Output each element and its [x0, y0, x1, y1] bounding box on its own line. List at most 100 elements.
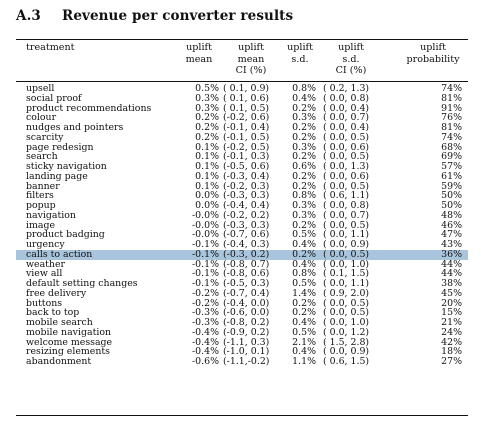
uplift-sd-cell: 0.5% [292, 278, 316, 289]
table-row: buttons -0.2% (-0.4, 0.0) 0.2% ( 0.0, 0.5) 20… [16, 297, 468, 309]
uplift-probability-cell: 81% [441, 92, 462, 104]
uplift-probability-cell: 20% [441, 297, 462, 309]
uplift-mean-cell: 0.2% [195, 112, 219, 124]
uplift-probability-cell: 57% [441, 161, 462, 172]
uplift-probability-cell: 43% [441, 239, 462, 250]
uplift-mean-cell: -0.1% [192, 239, 219, 250]
uplift-sd-cell: 0.2% [292, 151, 316, 163]
table-row: upsell 0.5% ( 0.1, 0.9) 0.8% ( 0.2, 1.3) 74% [16, 84, 468, 94]
uplift-sd-ci-cell: ( 0.0, 0.9) [323, 239, 370, 250]
uplift-mean-cell: 0.1% [195, 161, 219, 172]
uplift-sd-ci-cell: ( 0.0, 1.0) [323, 258, 370, 270]
table-row-highlighted: calls to action -0.1% (-0.3, 0.2) 0.2% ( 0.0… [16, 248, 468, 260]
header-uplift-mean: uplift mean [185, 42, 213, 65]
uplift-mean-cell: -0.0% [192, 209, 219, 221]
uplift-mean-ci-cell: (-0.2, 0.5) [223, 141, 270, 153]
uplift-sd-ci-cell: ( 0.0, 1.3) [323, 161, 370, 172]
uplift-sd-cell: 0.8% [292, 190, 316, 202]
uplift-mean-ci-cell: ( 0.1, 0.5) [223, 102, 270, 114]
treatment-cell: product badging [26, 229, 105, 241]
table-row: abandonment -0.6% (-1.1,-0.2) 1.1% ( 0.6, 1.… [16, 357, 468, 367]
treatment-cell: social proof [26, 92, 82, 104]
uplift-mean-ci-cell: (-0.8, 0.2) [223, 317, 270, 328]
uplift-mean-ci-cell: (-0.7, 0.4) [223, 287, 270, 299]
uplift-sd-ci-cell: ( 0.1, 1.5) [323, 268, 370, 280]
table-header: treatment uplift mean uplift mean CI (%)… [16, 42, 468, 80]
table-row: banner 0.1% (-0.2, 0.3) 0.2% ( 0.0, 0.5) 59% [16, 180, 468, 192]
uplift-sd-ci-cell: ( 0.0, 1.2) [323, 326, 370, 338]
uplift-sd-cell: 0.2% [292, 307, 316, 319]
uplift-mean-ci-cell: (-1.1, 0.3) [223, 336, 270, 348]
treatment-cell: nudges and pointers [26, 122, 124, 133]
uplift-sd-cell: 0.2% [292, 131, 316, 143]
uplift-sd-cell: 0.2% [292, 170, 316, 182]
treatment-cell: search [26, 151, 58, 163]
uplift-sd-ci-cell: ( 0.0, 0.8) [323, 92, 370, 104]
table-row: product recommendations 0.3% ( 0.1, 0.5) 0.… [16, 102, 468, 114]
uplift-sd-cell: 1.4% [292, 287, 316, 299]
uplift-probability-cell: 50% [441, 200, 462, 211]
treatment-cell: landing page [26, 170, 88, 182]
uplift-sd-ci-cell: ( 0.0, 0.5) [323, 151, 370, 163]
uplift-mean-ci-cell: (-0.5, 0.6) [223, 161, 270, 172]
uplift-mean-ci-cell: ( 0.1, 0.6) [223, 92, 270, 104]
uplift-probability-cell: 74% [441, 131, 462, 143]
uplift-mean-ci-cell: (-0.8, 0.6) [223, 268, 270, 280]
treatment-cell: navigation [26, 209, 76, 221]
uplift-mean-cell: 0.5% [195, 83, 219, 94]
treatment-cell: free delivery [26, 287, 87, 299]
treatment-cell: filters [26, 190, 54, 202]
uplift-sd-ci-cell: ( 0.2, 1.3) [323, 83, 370, 94]
uplift-mean-cell: -0.1% [192, 258, 219, 270]
table-top-rule [16, 39, 468, 41]
uplift-mean-cell: 0.0% [195, 200, 219, 211]
uplift-probability-cell: 27% [441, 356, 462, 367]
uplift-probability-cell: 50% [441, 190, 462, 202]
uplift-probability-cell: 44% [441, 268, 462, 280]
uplift-sd-ci-cell: ( 0.0, 1.1) [323, 278, 370, 289]
uplift-sd-cell: 0.5% [292, 229, 316, 241]
treatment-cell: default setting changes [26, 278, 138, 289]
section-heading: A.3 Revenue per converter results [16, 8, 293, 24]
treatment-cell: sticky navigation [26, 161, 107, 172]
table-row: mobile search -0.3% (-0.8, 0.2) 0.4% ( 0.0, … [16, 318, 468, 328]
uplift-mean-ci-cell: (-0.3, 0.2) [223, 248, 270, 260]
uplift-probability-cell: 59% [441, 180, 462, 192]
uplift-mean-ci-cell: (-0.1, 0.3) [223, 151, 270, 163]
uplift-sd-ci-cell: ( 0.6, 1.5) [323, 356, 370, 367]
uplift-mean-ci-cell: (-0.3, 0.3) [223, 190, 270, 202]
uplift-mean-cell: -0.1% [192, 278, 219, 289]
uplift-sd-ci-cell: ( 0.0, 0.7) [323, 209, 370, 221]
uplift-sd-cell: 1.1% [292, 356, 316, 367]
uplift-probability-cell: 44% [441, 258, 462, 270]
uplift-sd-ci-cell: ( 0.0, 0.4) [323, 122, 370, 133]
uplift-sd-ci-cell: ( 0.0, 0.5) [323, 307, 370, 319]
treatment-cell: view all [26, 268, 63, 280]
uplift-probability-cell: 38% [441, 278, 462, 289]
uplift-sd-cell: 0.2% [292, 219, 316, 231]
uplift-mean-cell: -0.0% [192, 219, 219, 231]
uplift-sd-ci-cell: ( 0.0, 0.5) [323, 297, 370, 309]
table-row: free delivery -0.2% (-0.7, 0.4) 1.4% ( 0.9, … [16, 287, 468, 299]
uplift-mean-cell: 0.1% [195, 141, 219, 153]
table-row: product badging -0.0% (-0.7, 0.6) 0.5% ( 0.0… [16, 230, 468, 240]
uplift-mean-cell: -0.2% [192, 287, 219, 299]
treatment-cell: mobile navigation [26, 326, 112, 338]
uplift-mean-ci-cell: ( 0.1, 0.9) [223, 83, 270, 94]
uplift-sd-ci-cell: ( 0.0, 1.1) [323, 229, 370, 241]
uplift-mean-cell: -0.0% [192, 229, 219, 241]
treatment-cell: upsell [26, 83, 55, 94]
table-row: scarcity 0.2% (-0.1, 0.5) 0.2% ( 0.0, 0.5) 74… [16, 131, 468, 143]
header-treatment: treatment [26, 42, 75, 53]
uplift-sd-cell: 0.4% [292, 258, 316, 270]
uplift-mean-ci-cell: (-0.2, 0.3) [223, 180, 270, 192]
uplift-probability-cell: 21% [441, 317, 462, 328]
table-row: filters 0.0% (-0.3, 0.3) 0.8% ( 0.6, 1.1) 50% [16, 191, 468, 201]
table-row: nudges and pointers 0.2% (-0.1, 0.4) 0.2% ( … [16, 123, 468, 133]
uplift-mean-cell: 0.0% [195, 190, 219, 202]
uplift-mean-ci-cell: (-0.8, 0.7) [223, 258, 270, 270]
uplift-probability-cell: 45% [441, 287, 462, 299]
uplift-sd-cell: 0.4% [292, 346, 316, 358]
treatment-cell: banner [26, 180, 60, 192]
section-title: Revenue per converter results [62, 8, 294, 24]
